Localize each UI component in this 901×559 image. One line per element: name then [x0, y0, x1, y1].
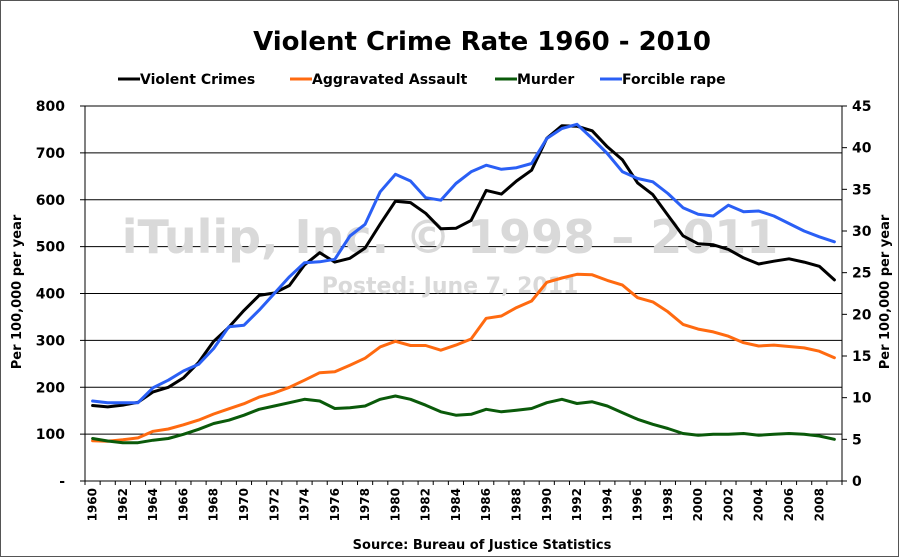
y-axis-left-label: Per 100,000 per year	[10, 214, 25, 369]
y-tick-label-left: 600	[36, 193, 65, 209]
legend-item: Aggravated Assault	[290, 72, 468, 88]
x-tick-label: 1984	[449, 488, 463, 521]
y-tick-label-left: 200	[36, 380, 65, 396]
gridlines	[85, 105, 842, 435]
x-tick-label: 1994	[600, 488, 614, 521]
source-note: Source: Bureau of Justice Statistics	[353, 538, 612, 553]
x-tick-label: 1992	[570, 488, 584, 521]
y-axis-right-ticks: 0 5 10 15 20 25 30 35 40 45	[842, 99, 872, 490]
y-tick-label-left: 700	[36, 146, 65, 162]
legend-item: Violent Crimes	[118, 72, 255, 88]
x-axis-ticks: 1960 1962 1964 1966 1968 1970 1972 1974 1976 1978…	[84, 481, 843, 521]
x-tick-label: 2006	[782, 488, 796, 521]
y-tick-label-left: -	[59, 474, 65, 490]
x-tick-label: 2002	[721, 488, 735, 521]
x-tick-label: 1976	[328, 488, 342, 521]
y-tick-label-left: 300	[36, 333, 65, 349]
series-line-aggravated-assault	[91, 272, 836, 443]
y-axis-left-ticks: - 100 200 300 400 500 600 700 800	[36, 99, 85, 490]
y-tick-label-right: 25	[852, 266, 871, 282]
x-tick-label: 1986	[479, 488, 493, 521]
legend-label: Forcible rape	[622, 72, 726, 88]
x-tick-label: 1962	[116, 488, 130, 521]
x-tick-label: 1970	[237, 488, 251, 521]
series-line-violent-crimes	[91, 124, 836, 409]
watermark-posted: Posted: June 7, 2011	[322, 274, 579, 299]
x-tick-label: 1978	[358, 488, 372, 521]
series-line-forcible-rape	[91, 122, 836, 405]
x-tick-label: 1980	[388, 488, 402, 521]
series-layer	[91, 122, 836, 445]
y-tick-label-right: 45	[852, 99, 871, 115]
x-tick-label: 1964	[146, 488, 160, 521]
x-tick-label: 1972	[267, 488, 281, 521]
y-tick-label-right: 30	[852, 224, 872, 240]
x-tick-label: 1982	[419, 488, 433, 521]
y-tick-label-right: 35	[852, 182, 871, 198]
y-tick-label-right: 15	[852, 349, 871, 365]
legend-item: Forcible rape	[600, 72, 726, 88]
y-tick-label-left: 100	[36, 427, 65, 443]
watermark: iTulip, Inc. © 1998 – 2011 Posted: June …	[122, 210, 779, 299]
x-tick-label: 1968	[207, 488, 221, 521]
y-tick-label-right: 0	[852, 474, 862, 490]
legend: Violent Crimes Aggravated Assault Murder Fo…	[118, 72, 726, 88]
series-line-murder	[91, 394, 836, 445]
x-tick-label: 1960	[86, 488, 100, 521]
legend-item: Murder	[495, 72, 574, 88]
legend-label: Murder	[517, 72, 574, 88]
legend-label: Violent Crimes	[140, 72, 255, 88]
x-tick-label: 2004	[752, 488, 766, 521]
x-tick-label: 1966	[176, 488, 190, 521]
x-tick-label: 1990	[540, 488, 554, 521]
chart-title: Violent Crime Rate 1960 - 2010	[253, 27, 711, 57]
y-tick-label-left: 400	[36, 287, 65, 303]
y-tick-label-left: 500	[36, 240, 65, 256]
x-tick-label: 1988	[509, 488, 523, 521]
x-tick-label: 2008	[812, 488, 826, 521]
watermark-text: iTulip, Inc. © 1998 – 2011	[122, 210, 779, 264]
x-tick-label: 2000	[691, 488, 705, 521]
legend-label: Aggravated Assault	[312, 72, 468, 88]
x-tick-label: 1998	[661, 488, 675, 521]
y-tick-label-right: 40	[852, 141, 872, 157]
y-tick-label-left: 800	[36, 99, 65, 115]
x-tick-label: 1996	[631, 488, 645, 521]
y-tick-label-right: 20	[852, 307, 872, 323]
y-tick-label-right: 10	[852, 391, 872, 407]
x-tick-label: 1974	[298, 488, 312, 521]
y-axis-right-label: Per 100,000 per year	[878, 214, 893, 369]
y-tick-label-right: 5	[852, 432, 862, 448]
